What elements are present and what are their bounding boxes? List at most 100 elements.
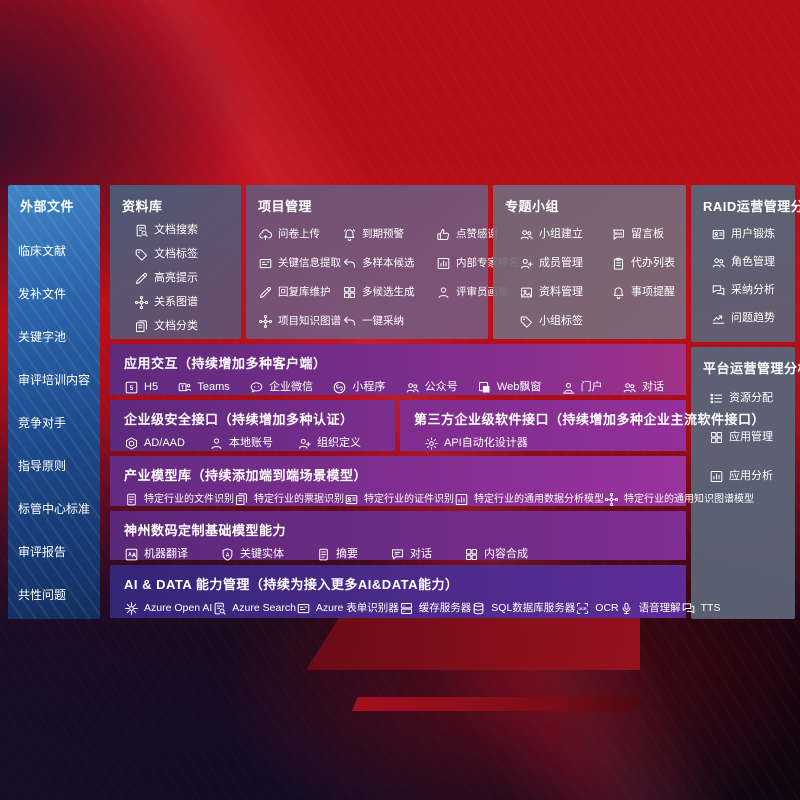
highlight-pen-icon bbox=[134, 271, 149, 286]
list-item: 关键信息提取 bbox=[258, 256, 341, 271]
app-interaction-band: 应用交互（持续增加多种客户端） H5 Teams 企业微信 小程序 公众号 Web飘窗 门户… bbox=[110, 344, 686, 395]
list-item: 标管中心标准 bbox=[18, 499, 100, 519]
item-label: Teams bbox=[197, 381, 230, 393]
bell-icon bbox=[611, 285, 626, 300]
user-id-card-icon bbox=[711, 227, 726, 242]
list-item: 语音理解 bbox=[619, 601, 681, 616]
list-item: Azure 表单识别器 bbox=[296, 601, 399, 616]
project-management-list: 问卷上传 到期预警 点赞感谢 关键信息提取 多样本候选 内部专家排名 回复库维护 多候选生成 评… bbox=[246, 215, 519, 329]
item-label: 问题趋势 bbox=[731, 312, 775, 324]
list-item: 特定行业的通用知识图谱模型 bbox=[604, 492, 754, 507]
item-label: 特定行业的文件识别 bbox=[144, 493, 234, 505]
org-define-icon bbox=[297, 436, 312, 451]
list-item: 发补文件 bbox=[18, 284, 100, 304]
list-item: 关系图谱 bbox=[134, 295, 241, 310]
platform-operations-list: 资源分配 应用管理 应用分析 bbox=[691, 377, 795, 484]
laptop-silhouette bbox=[306, 612, 640, 670]
item-label: 内部专家排名 bbox=[456, 257, 519, 270]
list-item: 问题趋势 bbox=[711, 311, 795, 326]
relation-graph-icon bbox=[134, 295, 149, 310]
list-item: 小组标签 bbox=[519, 314, 605, 329]
item-label: TTS bbox=[700, 602, 721, 615]
todo-clipboard-icon bbox=[611, 256, 626, 271]
reply-pen-icon bbox=[258, 285, 273, 300]
list-item: 特定行业的证件识别 bbox=[344, 492, 454, 507]
list-item: 一键采纳 bbox=[342, 314, 428, 329]
tts-icon bbox=[681, 601, 696, 616]
list-item: 应用管理 bbox=[709, 430, 795, 445]
item-label: 指导原则 bbox=[18, 459, 67, 473]
portal-person-icon bbox=[561, 380, 576, 395]
item-label: AD/AAD bbox=[144, 437, 185, 449]
thumbs-up-icon bbox=[436, 227, 451, 242]
item-label: 到期预警 bbox=[362, 228, 404, 241]
bbs-icon bbox=[611, 227, 626, 242]
list-item: 采纳分析 bbox=[711, 283, 795, 298]
item-label: 事项提醒 bbox=[631, 286, 675, 298]
item-label: 竞争对手 bbox=[18, 416, 67, 430]
group-tag-icon bbox=[519, 314, 534, 329]
item-label: 关键字池 bbox=[18, 330, 67, 344]
multi-generate-icon bbox=[342, 285, 357, 300]
topic-group-panel: 专题小组 小组建立 留言板 成员管理 代办列表 资料管理 事项提醒 小组标签 bbox=[493, 185, 686, 339]
doc-tag-icon bbox=[134, 247, 149, 262]
list-item: 文档分类 bbox=[134, 319, 241, 334]
cloud-upload-icon bbox=[258, 227, 273, 242]
list-item: 应用分析 bbox=[709, 469, 795, 484]
item-label: 语音理解 bbox=[638, 602, 681, 615]
band-title: 应用交互（持续增加多种客户端） bbox=[124, 356, 327, 371]
item-label: 项目知识图谱 bbox=[278, 315, 341, 328]
file-recog-icon bbox=[124, 492, 139, 507]
third-party-software-band: 第三方企业级软件接口（持续增加多种企业主流软件接口） API自动化设计器 bbox=[400, 400, 765, 451]
item-label: 一键采纳 bbox=[362, 315, 404, 328]
industry-model-list: 特定行业的文件识别 特定行业的票据识别 特定行业的证件识别 特定行业的通用数据分析模型… bbox=[110, 484, 754, 507]
list-item: 共性问题 bbox=[18, 585, 100, 605]
list-item: 关键字池 bbox=[18, 327, 100, 347]
trend-chart-icon bbox=[711, 311, 726, 326]
group-people-icon bbox=[519, 227, 534, 242]
list-item: 对话 bbox=[390, 547, 432, 562]
list-item: 内容合成 bbox=[464, 547, 528, 562]
item-label: 应用管理 bbox=[729, 431, 773, 443]
item-label: 关键信息提取 bbox=[278, 257, 341, 270]
item-label: 临床文献 bbox=[18, 244, 67, 258]
item-label: 发补文件 bbox=[18, 287, 67, 301]
list-item: 审评报告 bbox=[18, 542, 100, 562]
digital-china-base-model-band: 神州数码定制基础模型能力 机器翻译 关键实体 摘要 对话 内容合成 bbox=[110, 511, 686, 560]
list-item: 竞争对手 bbox=[18, 413, 100, 433]
item-label: 多候选生成 bbox=[362, 286, 415, 299]
list-item: 资料管理 bbox=[519, 285, 605, 300]
item-label: 特定行业的通用数据分析模型 bbox=[474, 493, 604, 505]
item-label: 特定行业的票据识别 bbox=[254, 493, 344, 505]
industry-model-band: 产业模型库（持续添加端到端场景模型） 特定行业的文件识别 特定行业的票据识别 特定行… bbox=[110, 456, 754, 507]
list-item: 内部专家排名 bbox=[436, 256, 519, 271]
list-item: Teams bbox=[177, 380, 230, 395]
external-files-list: 临床文献发补文件关键字池审评培训内容竞争对手指导原则标管中心标准 审评报告共性问题 bbox=[8, 215, 100, 605]
ai-data-capability-list: Azure Open AI Azure Search Azure 表单识别器 缓存服务… bbox=[110, 593, 720, 616]
list-item: Azure Search bbox=[212, 601, 296, 616]
alarm-icon bbox=[342, 227, 357, 242]
item-label: API自动化设计器 bbox=[444, 437, 528, 449]
item-label: 回复库维护 bbox=[278, 286, 331, 299]
item-label: 文档搜索 bbox=[154, 224, 198, 236]
item-label: 用户锻炼 bbox=[731, 228, 775, 240]
id-recog-icon bbox=[344, 492, 359, 507]
project-management-panel: 项目管理 问卷上传 到期预警 点赞感谢 关键信息提取 多样本候选 内部专家排名 回复库维护 多… bbox=[246, 185, 519, 339]
laptop-bar-silhouette bbox=[352, 697, 640, 711]
item-label: Azure 表单识别器 bbox=[315, 602, 399, 615]
item-label: 点赞感谢 bbox=[456, 228, 498, 241]
list-item: H5 bbox=[124, 380, 158, 395]
member-add-icon bbox=[519, 256, 534, 271]
list-item: 组织定义 bbox=[297, 436, 361, 451]
list-item: 缓存服务器 bbox=[399, 601, 471, 616]
key-entity-shield-icon bbox=[220, 547, 235, 562]
list-item: 审评培训内容 bbox=[18, 370, 100, 390]
list-item: API自动化设计器 bbox=[424, 436, 528, 451]
app-interaction-list: H5 Teams 企业微信 小程序 公众号 Web飘窗 门户 对话 bbox=[110, 372, 686, 395]
item-label: 小组标签 bbox=[539, 315, 583, 327]
list-item: 项目知识图谱 bbox=[258, 314, 341, 329]
item-label: 对话 bbox=[641, 381, 664, 393]
panel-title: 专题小组 bbox=[505, 199, 560, 214]
